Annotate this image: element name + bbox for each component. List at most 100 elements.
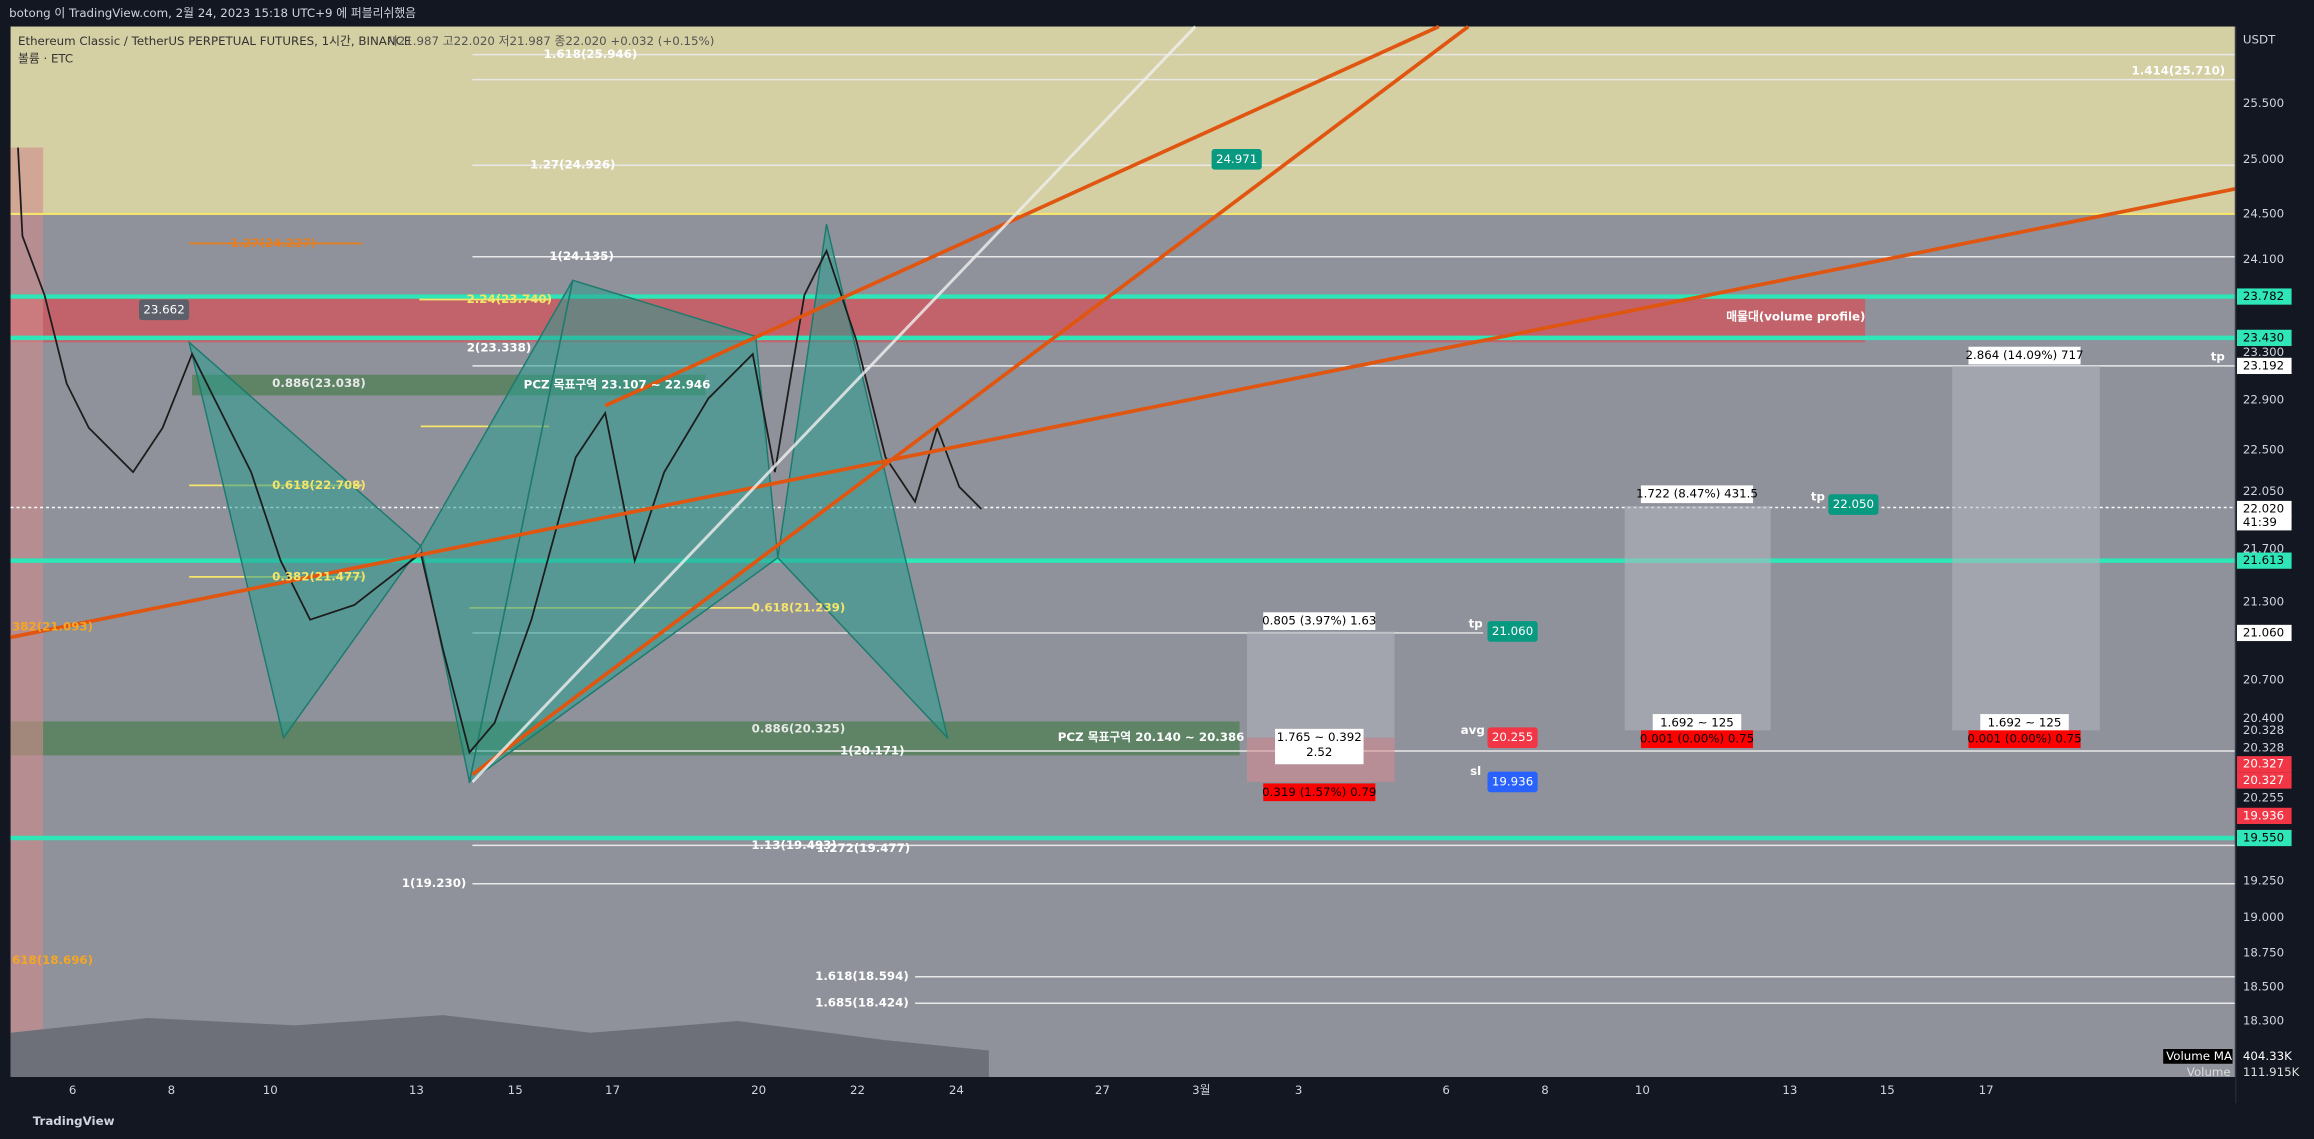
time-label: 20 (751, 1083, 766, 1097)
stop-label: 0.001 (0.00%) 0.75 (1640, 732, 1754, 746)
volume-value: 111.915K (2243, 1065, 2300, 1079)
annotation: 1.272(19.477) (817, 841, 911, 855)
time-label: 10 (263, 1083, 278, 1097)
price-label-bg (2236, 552, 2292, 569)
time-axis (0, 1077, 2236, 1104)
time-label: 13 (409, 1083, 424, 1097)
price-label: 20.255 (2243, 791, 2284, 805)
time-label: 8 (168, 1083, 176, 1097)
price-label: 23.430 (2243, 330, 2284, 344)
time-label: 6 (1442, 1083, 1450, 1097)
price-tag (1487, 771, 1538, 793)
ratio-bg (1275, 728, 1364, 765)
price-label: 22.500 (2243, 442, 2284, 456)
publisher: botong 이 TradingView.com, 2월 24, 2023 15… (9, 6, 416, 20)
price-label: 19.000 (2243, 910, 2284, 924)
annotation: 382(21.093) (12, 620, 93, 634)
annotation: 1.618(18.594) (815, 969, 909, 983)
trend-line (471, 25, 1197, 783)
price-tag-label: 20.255 (1492, 730, 1533, 744)
annotation: 618(18.696) (12, 953, 93, 967)
price-tag-label: 23.662 (143, 302, 184, 316)
annotation: 2(23.338) (467, 341, 532, 355)
annotation: tp (1811, 490, 1825, 504)
target-bg (1263, 612, 1376, 630)
price-label-bg (2236, 772, 2292, 789)
price-label-bg (2236, 624, 2292, 642)
time-label: 24 (949, 1083, 964, 1097)
brand: TradingView (33, 1114, 115, 1128)
volume-ma-label: Volume MA (2166, 1049, 2232, 1063)
target-bg (1640, 485, 1754, 504)
annotation: 1.618(25.946) (544, 47, 638, 61)
volume-ma-bg (2163, 1049, 2233, 1064)
price-label: 20.327 (2243, 757, 2284, 771)
price-label: 20.700 (2243, 673, 2284, 687)
time-label: 17 (605, 1083, 620, 1097)
price-label-bg (2236, 288, 2292, 305)
price-label: 20.328 (2243, 741, 2284, 755)
price-label: 22.050 (2243, 484, 2284, 498)
price-label: 21.613 (2243, 553, 2284, 567)
annotation: PCZ 목표구역 20.140 ~ 20.386 (1058, 730, 1245, 744)
teal-levels (10, 294, 2236, 841)
price-label: 21.700 (2243, 541, 2284, 555)
time-label: 6 (69, 1083, 77, 1097)
annotation: tp (1469, 617, 1483, 631)
price-tag-label: 22.050 (1833, 497, 1874, 511)
price-label-bg (2236, 500, 2292, 518)
target-label: 1.722 (8.47%) 431.5 (1636, 487, 1758, 501)
price-label: 18.750 (2243, 946, 2284, 960)
time-label: 3 (1295, 1083, 1303, 1097)
annotation: 1.13(19.493) (751, 838, 836, 852)
annotation: 1.685(18.424) (815, 996, 909, 1010)
price-label: 20.328 (2243, 723, 2284, 737)
price-label: 23.192 (2243, 358, 2284, 372)
price-label: 19.936 (2243, 808, 2284, 822)
price-label: 22.020 (2243, 502, 2284, 516)
price-label: 19.550 (2243, 831, 2284, 845)
stop-label: 0.001 (0.00%) 0.75 (1967, 732, 2081, 746)
target-bg (1968, 346, 2081, 365)
ratio-label: 1.692 ~ 125 (1660, 715, 1734, 729)
annotation: 1.414(25.710) (2132, 63, 2226, 77)
price-label: 20.327 (2243, 773, 2284, 787)
time-label: 8 (1541, 1083, 1549, 1097)
pcz-zone (10, 721, 1240, 756)
footer (0, 1103, 2314, 1139)
price-tag-label: 21.060 (1492, 624, 1533, 638)
time-label: 13 (1782, 1083, 1797, 1097)
annotation: 0.886(23.038) (272, 376, 366, 390)
yellow-zone (10, 26, 2236, 214)
annotation: 0.618(21.239) (752, 600, 846, 614)
annotation: sl (1470, 764, 1481, 778)
time-label: 15 (508, 1083, 523, 1097)
annotation: PCZ 목표구역 23.107 ~ 22.946 (524, 378, 711, 392)
annotation: 0.886(20.325) (752, 721, 846, 735)
symbol: Ethereum Classic / TetherUS PERPETUAL FU… (18, 34, 411, 48)
price-label-bg (2236, 357, 2292, 375)
volume-area (10, 1015, 989, 1078)
price-label: 41:39 (2243, 515, 2277, 529)
ratio-label: 1.765 ~ 0.392 (1277, 730, 1362, 744)
annotation: 1(24.135) (549, 249, 614, 263)
price-label-bg (2236, 756, 2292, 773)
price-axis (2235, 26, 2314, 1078)
price-label: 25.500 (2243, 96, 2284, 110)
price-label: 22.900 (2243, 392, 2284, 406)
price-label: 20.400 (2243, 711, 2284, 725)
price-label: 24.500 (2243, 206, 2284, 220)
price-label: 25.000 (2243, 152, 2284, 166)
price-label: 24.100 (2243, 252, 2284, 266)
supply-zone (10, 295, 1866, 343)
annotation: tp (2211, 350, 2225, 364)
price-label-bg (2236, 807, 2292, 825)
price-tag (138, 299, 190, 321)
price-label: 19.250 (2243, 873, 2284, 887)
time-label: 15 (1880, 1083, 1895, 1097)
annotation: 1(19.230) (402, 876, 467, 890)
volume-legend: 볼륨 · ETC (18, 52, 73, 66)
stop-bg (1263, 783, 1376, 802)
price-tag (1487, 621, 1538, 642)
price-tag (1211, 149, 1262, 170)
